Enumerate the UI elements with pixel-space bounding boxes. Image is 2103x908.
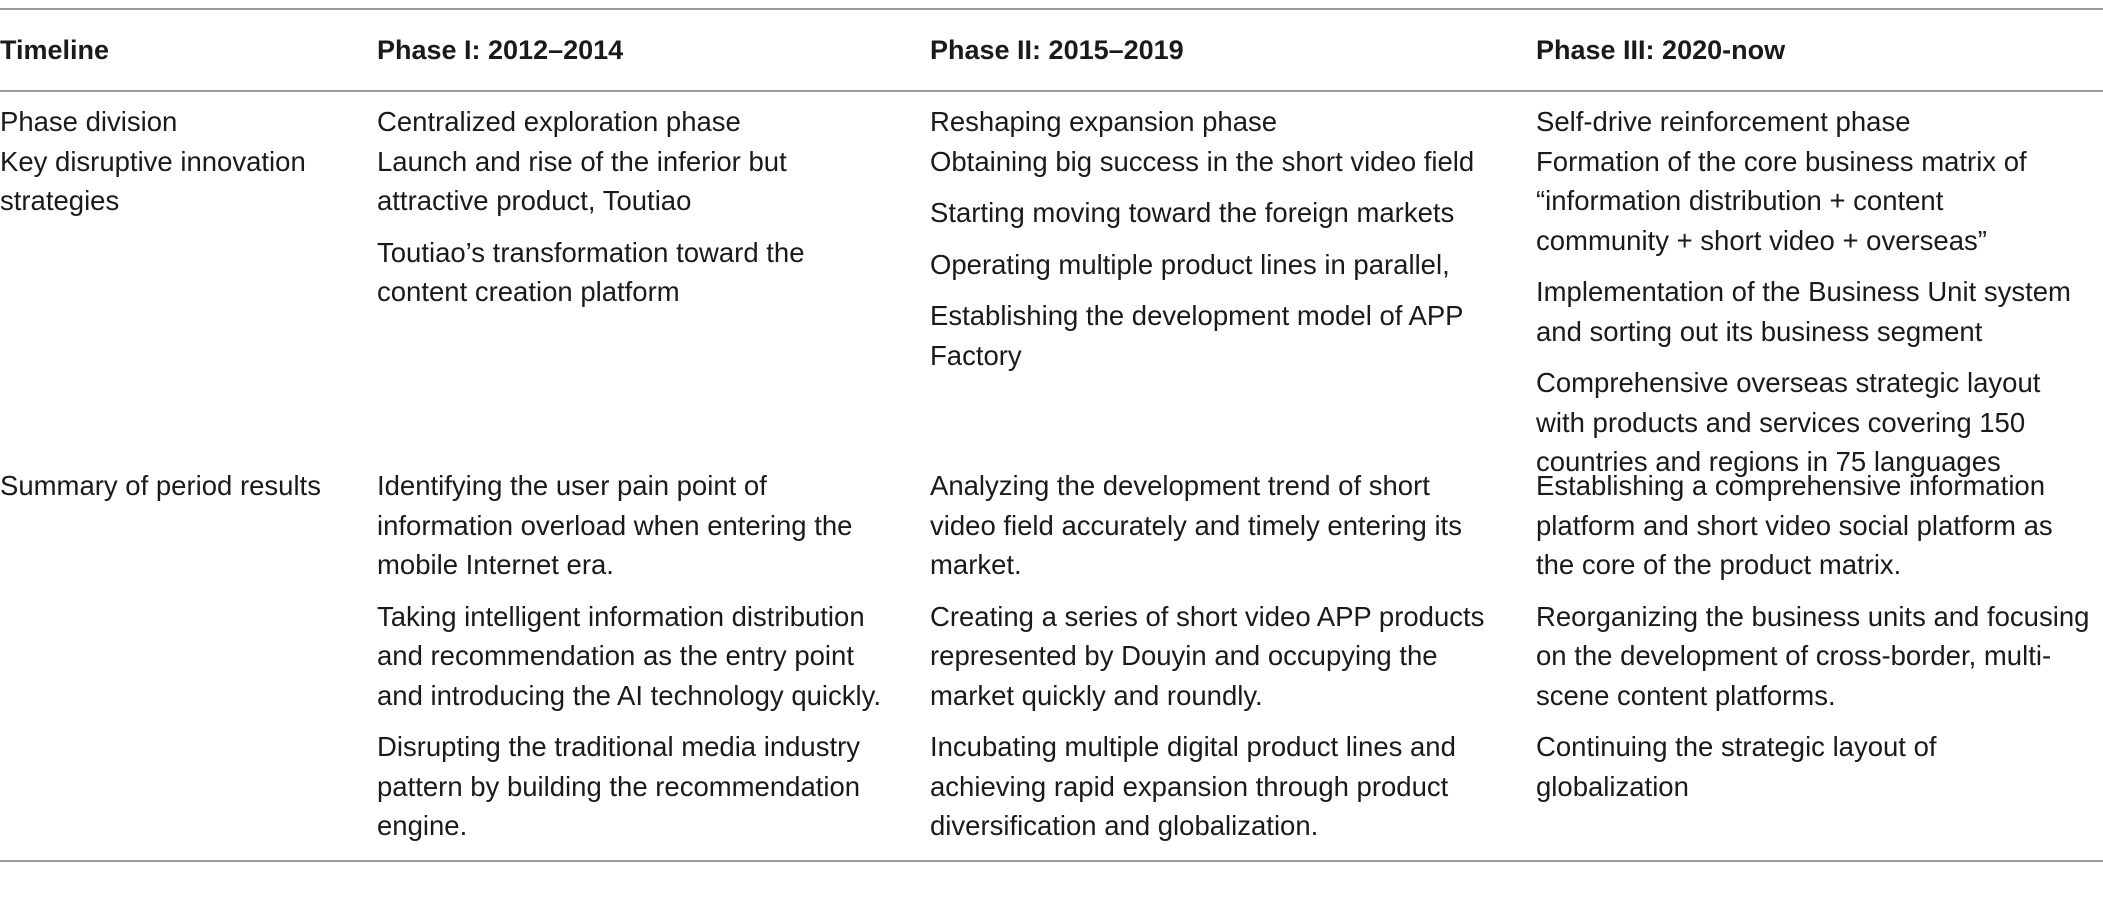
phase-3-cell: Establishing a comprehensive information…	[1536, 466, 2103, 806]
cell-paragraph: Starting moving toward the foreign marke…	[930, 193, 1536, 233]
header-phase-3: Phase III: 2020-now	[1536, 34, 1786, 65]
cell-paragraph: Establishing a comprehensive information…	[1536, 466, 2103, 585]
cell-line: video field accurately and timely enteri…	[930, 509, 1462, 541]
cell-line: and sorting out its business segment	[1536, 315, 1983, 347]
cell-line: Operating multiple product lines in para…	[930, 248, 1450, 280]
cell-line: the core of the product matrix.	[1536, 549, 1902, 580]
cell-paragraph: Implementation of the Business Unit syst…	[1536, 272, 2103, 351]
cell-line: Identifying the user pain point of	[377, 470, 767, 501]
row-label-line: Phase division	[0, 106, 178, 137]
cell-line: market quickly and roundly.	[930, 679, 1263, 711]
phase-2-cell: Reshaping expansion phase Obtaining big …	[930, 102, 1536, 387]
cell-line: and recommendation as the entry point	[377, 640, 854, 671]
row-label-cell: Summary of period results	[0, 466, 377, 506]
table-row: Summary of period results Identifying th…	[0, 464, 2103, 860]
cell-line: Centralized exploration phase	[377, 106, 741, 137]
row-label-line: Key disruptive innovation	[0, 145, 306, 177]
table-top-rule	[0, 8, 2103, 10]
phase-1-cell: Centralized exploration phase Launch and…	[377, 102, 930, 324]
cell-line: “information distribution + content	[1536, 185, 1944, 216]
header-phase-1: Phase I: 2012–2014	[377, 34, 624, 65]
row-label: Phase division Key disruptive innovation…	[0, 102, 377, 221]
header-timeline: Timeline	[0, 34, 110, 65]
cell-line: Factory	[930, 339, 1022, 371]
cell-paragraph: Reshaping expansion phase Obtaining big …	[930, 102, 1536, 181]
cell-line: platform and short video social platform…	[1536, 509, 2053, 541]
cell-line: information overload when entering the	[377, 509, 853, 541]
phase-3-cell: Self-drive reinforcement phase Formation…	[1536, 102, 2103, 482]
cell-line: on the development of cross-border, mult…	[1536, 640, 2052, 671]
cell-line: Reorganizing the business units and focu…	[1536, 600, 2090, 632]
phase-2-cell: Analyzing the development trend of short…	[930, 466, 1536, 846]
cell-line: Continuing the strategic layout of	[1536, 731, 1937, 762]
cell-line: Establishing a comprehensive information	[1536, 470, 2046, 501]
cell-line: Incubating multiple digital product line…	[930, 731, 1456, 762]
cell-line: achieving rapid expansion through produc…	[930, 770, 1449, 802]
cell-line: Establishing the development model of AP…	[930, 300, 1464, 331]
cell-paragraph: Reorganizing the business units and focu…	[1536, 597, 2103, 716]
cell-paragraph: Establishing the development model of AP…	[930, 296, 1536, 375]
cell-line: Starting moving toward the foreign marke…	[930, 197, 1455, 228]
table-header-rule	[0, 90, 2103, 92]
cell-paragraph: Toutiao’s transformation toward the cont…	[377, 233, 930, 312]
cell-line: Reshaping expansion phase	[930, 106, 1278, 137]
phase-table: Timeline Phase I: 2012–2014 Phase II: 20…	[0, 8, 2103, 862]
table-header-row: Timeline Phase I: 2012–2014 Phase II: 20…	[0, 10, 2103, 90]
cell-line: Obtaining big success in the short video…	[930, 145, 1475, 177]
cell-line: Analyzing the development trend of short	[930, 470, 1430, 501]
cell-paragraph: Disrupting the traditional media industr…	[377, 727, 930, 846]
cell-line: globalization	[1536, 770, 1689, 802]
row-label-cell: Phase division Key disruptive innovation…	[0, 102, 377, 221]
row-label-line: Summary of period results	[0, 470, 321, 501]
cell-paragraph: Incubating multiple digital product line…	[930, 727, 1536, 846]
cell-line: Self-drive reinforcement phase	[1536, 106, 1911, 137]
cell-line: community + short video + overseas”	[1536, 224, 1987, 256]
table-row: Phase division Key disruptive innovation…	[0, 92, 2103, 477]
cell-paragraph: Analyzing the development trend of short…	[930, 466, 1536, 585]
cell-line: attractive product, Toutiao	[377, 185, 692, 216]
row-label: Summary of period results	[0, 466, 377, 506]
cell-line: Toutiao’s transformation toward the	[377, 236, 805, 268]
cell-line: countries and regions in 75 languages	[1536, 446, 2001, 477]
cell-line: scene content platforms.	[1536, 679, 1836, 711]
cell-line: Creating a series of short video APP pro…	[930, 600, 1485, 632]
cell-line: content creation platform	[377, 276, 680, 307]
cell-paragraph: Taking intelligent information distribut…	[377, 597, 930, 716]
cell-line: mobile Internet era.	[377, 549, 614, 580]
cell-paragraph: Centralized exploration phase Launch and…	[377, 102, 930, 221]
table-bottom-rule	[0, 860, 2103, 862]
phase-1-cell: Identifying the user pain point of infor…	[377, 466, 930, 846]
cell-paragraph: Operating multiple product lines in para…	[930, 245, 1536, 285]
cell-paragraph: Self-drive reinforcement phase Formation…	[1536, 102, 2103, 260]
cell-paragraph: Continuing the strategic layout of globa…	[1536, 727, 2103, 806]
cell-paragraph: Creating a series of short video APP pro…	[930, 597, 1536, 716]
row-label-line: strategies	[0, 185, 120, 216]
cell-paragraph: Comprehensive overseas strategic layout …	[1536, 363, 2103, 482]
cell-line: pattern by building the recommendation	[377, 770, 861, 802]
cell-paragraph: Identifying the user pain point of infor…	[377, 466, 930, 585]
cell-line: and introducing the AI technology quickl…	[377, 679, 881, 711]
cell-line: Disrupting the traditional media industr…	[377, 731, 861, 762]
cell-line: market.	[930, 549, 1022, 580]
cell-line: Implementation of the Business Unit syst…	[1536, 276, 2071, 307]
cell-line: Launch and rise of the inferior but	[377, 145, 787, 177]
cell-line: Formation of the core business matrix of	[1536, 145, 2027, 177]
cell-line: engine.	[377, 810, 468, 841]
cell-line: represented by Douyin and occupying the	[930, 640, 1438, 671]
cell-line: with products and services covering 150	[1536, 406, 2026, 438]
cell-line: Taking intelligent information distribut…	[377, 600, 865, 632]
cell-line: Comprehensive overseas strategic layout	[1536, 367, 2041, 398]
cell-line: diversification and globalization.	[930, 810, 1319, 841]
header-phase-2: Phase II: 2015–2019	[930, 34, 1184, 65]
